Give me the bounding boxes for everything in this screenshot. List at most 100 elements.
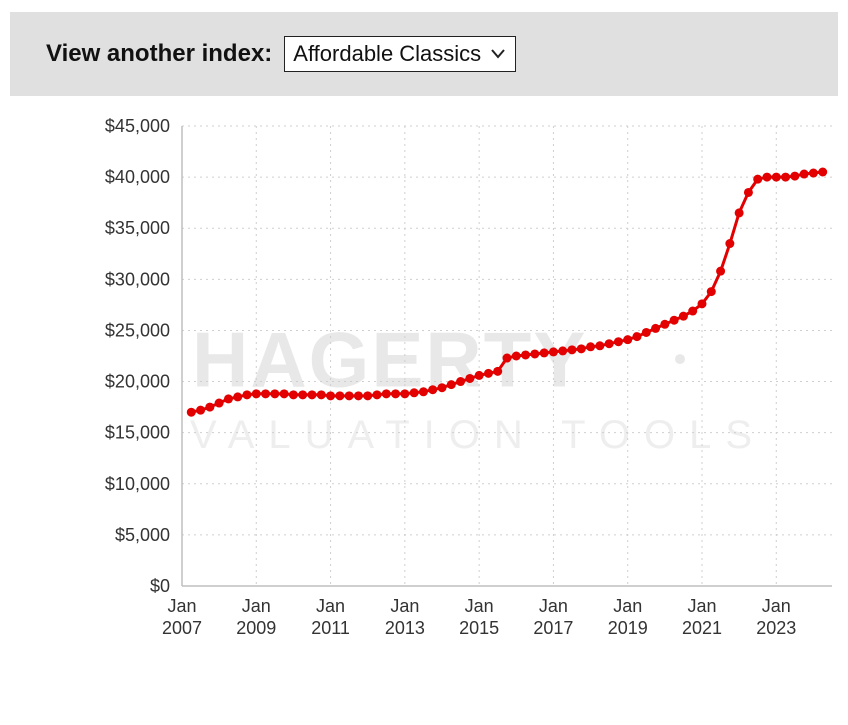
x-tick-month: Jan: [390, 596, 419, 616]
series-marker: [465, 374, 474, 383]
x-tick-year: 2019: [608, 618, 648, 638]
series-marker: [456, 377, 465, 386]
index-select[interactable]: Affordable Classics: [284, 36, 516, 72]
series-marker: [540, 348, 549, 357]
x-tick-year: 2023: [756, 618, 796, 638]
series-marker: [298, 390, 307, 399]
series-marker: [521, 350, 530, 359]
series-marker: [438, 383, 447, 392]
index-select-value: Affordable Classics: [293, 41, 481, 67]
y-tick-label: $30,000: [105, 269, 170, 289]
watermark-line1: HAGERTY: [192, 316, 587, 404]
series-marker: [595, 341, 604, 350]
series-marker: [503, 354, 512, 363]
x-tick-year: 2021: [682, 618, 722, 638]
series-marker: [605, 339, 614, 348]
series-marker: [577, 344, 586, 353]
x-tick-month: Jan: [687, 596, 716, 616]
series-marker: [623, 335, 632, 344]
series-marker: [790, 172, 799, 181]
series-marker: [317, 390, 326, 399]
series-marker: [224, 394, 233, 403]
series-marker: [243, 390, 252, 399]
x-tick-year: 2011: [311, 618, 350, 638]
series-marker: [280, 389, 289, 398]
series-marker: [484, 369, 493, 378]
series-marker: [354, 391, 363, 400]
x-tick-year: 2015: [459, 618, 499, 638]
series-marker: [772, 173, 781, 182]
series-marker: [781, 173, 790, 182]
series-marker: [698, 299, 707, 308]
series-marker: [688, 307, 697, 316]
series-marker: [744, 188, 753, 197]
series-marker: [670, 316, 679, 325]
x-tick-month: Jan: [316, 596, 345, 616]
series-marker: [818, 168, 827, 177]
x-tick-month: Jan: [465, 596, 494, 616]
series-marker: [586, 342, 595, 351]
series-marker: [753, 175, 762, 184]
series-marker: [261, 389, 270, 398]
y-tick-label: $20,000: [105, 372, 170, 392]
series-marker: [707, 287, 716, 296]
watermark-line2: VALUATION TOOLS: [190, 413, 766, 457]
series-marker: [493, 367, 502, 376]
series-marker: [447, 380, 456, 389]
series-marker: [345, 391, 354, 400]
y-tick-label: $40,000: [105, 167, 170, 187]
series-marker: [233, 392, 242, 401]
series-marker: [530, 349, 539, 358]
y-tick-label: $5,000: [115, 525, 170, 545]
y-tick-label: $15,000: [105, 423, 170, 443]
series-marker: [419, 387, 428, 396]
x-tick-month: Jan: [613, 596, 642, 616]
series-marker: [679, 312, 688, 321]
series-marker: [270, 389, 279, 398]
series-marker: [215, 399, 224, 408]
series-marker: [410, 388, 419, 397]
series-marker: [252, 389, 261, 398]
series-marker: [763, 173, 772, 182]
series-marker: [512, 352, 521, 361]
x-tick-year: 2009: [236, 618, 276, 638]
x-tick-month: Jan: [762, 596, 791, 616]
series-marker: [428, 385, 437, 394]
series-marker: [308, 390, 317, 399]
series-marker: [809, 169, 818, 178]
x-tick-month: Jan: [167, 596, 196, 616]
series-marker: [475, 371, 484, 380]
chart: HAGERTY VALUATION TOOLS $0 $5,000 $10,000 $15…: [0, 96, 848, 686]
series-marker: [549, 347, 558, 356]
y-tick-label: $25,000: [105, 320, 170, 340]
y-tick-label: $35,000: [105, 218, 170, 238]
series-marker: [400, 389, 409, 398]
series-marker: [326, 391, 335, 400]
series-marker: [800, 170, 809, 179]
y-tick-label: $45,000: [105, 116, 170, 136]
chart-svg: HAGERTY VALUATION TOOLS $0 $5,000 $10,000 $15…: [0, 96, 848, 686]
series-marker: [633, 332, 642, 341]
series-marker: [716, 267, 725, 276]
series-marker: [335, 391, 344, 400]
series-marker: [382, 389, 391, 398]
series-marker: [363, 391, 372, 400]
series-marker: [391, 389, 400, 398]
series-marker: [373, 390, 382, 399]
y-tick-label: $0: [150, 576, 170, 596]
series-marker: [614, 337, 623, 346]
series-marker: [642, 328, 651, 337]
x-tick-month: Jan: [242, 596, 271, 616]
series-marker: [651, 324, 660, 333]
header-label: View another index:: [46, 40, 272, 68]
series-marker: [725, 239, 734, 248]
y-tick-label: $10,000: [105, 474, 170, 494]
series-marker: [735, 208, 744, 217]
series-marker: [187, 408, 196, 417]
header-bar: View another index: Affordable Classics: [10, 12, 838, 96]
series-marker: [558, 346, 567, 355]
series-marker: [568, 345, 577, 354]
series-marker: [289, 390, 298, 399]
x-tick-year: 2017: [533, 618, 573, 638]
x-tick-year: 2013: [385, 618, 425, 638]
